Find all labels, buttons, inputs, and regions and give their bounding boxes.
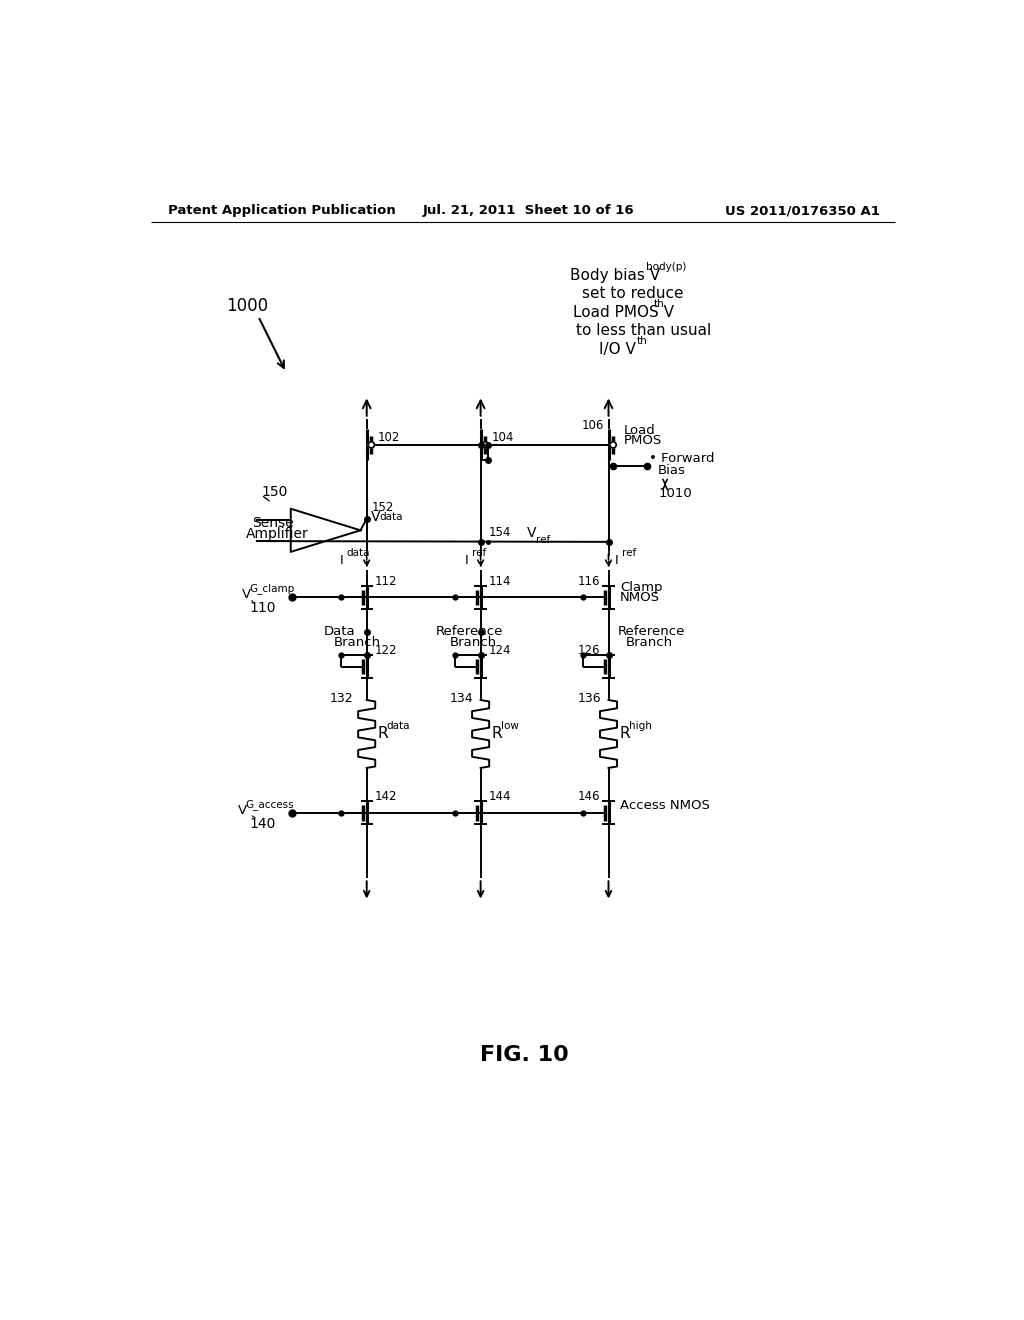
Text: V: V xyxy=(527,525,537,540)
Text: 146: 146 xyxy=(578,791,600,804)
Text: I: I xyxy=(614,554,618,566)
Text: 150: 150 xyxy=(261,484,288,499)
Text: 144: 144 xyxy=(488,791,511,804)
Text: Body bias V: Body bias V xyxy=(569,268,659,282)
Text: Sense: Sense xyxy=(252,516,294,529)
Circle shape xyxy=(369,442,375,447)
Text: 126: 126 xyxy=(578,644,600,657)
Text: 154: 154 xyxy=(488,527,511,539)
Text: 110: 110 xyxy=(250,601,276,615)
Text: I: I xyxy=(340,554,343,566)
Text: Clamp: Clamp xyxy=(621,581,663,594)
Text: 1010: 1010 xyxy=(658,487,692,500)
Text: Load: Load xyxy=(624,425,655,437)
Text: to less than usual: to less than usual xyxy=(575,323,712,338)
Text: • Forward: • Forward xyxy=(649,453,715,465)
Text: Access NMOS: Access NMOS xyxy=(621,799,710,812)
Text: V: V xyxy=(372,511,381,524)
Text: 140: 140 xyxy=(250,817,276,830)
Text: 142: 142 xyxy=(375,791,397,804)
Text: FIG. 10: FIG. 10 xyxy=(480,1045,569,1065)
Text: Data: Data xyxy=(324,626,355,639)
Text: PMOS: PMOS xyxy=(624,434,663,447)
Text: Load PMOS V: Load PMOS V xyxy=(572,305,674,319)
Circle shape xyxy=(482,442,488,447)
Text: R: R xyxy=(492,726,502,741)
Text: th: th xyxy=(636,337,647,346)
Text: 116: 116 xyxy=(578,574,600,587)
Text: Branch: Branch xyxy=(334,636,381,649)
Text: 132: 132 xyxy=(330,692,353,705)
Text: ref: ref xyxy=(536,536,550,545)
Text: th: th xyxy=(653,300,665,309)
Text: 122: 122 xyxy=(375,644,397,657)
Text: ref: ref xyxy=(622,548,636,558)
Text: 1000: 1000 xyxy=(226,297,268,315)
Text: 102: 102 xyxy=(378,430,400,444)
Text: Patent Application Publication: Patent Application Publication xyxy=(168,205,396,218)
Text: Reference: Reference xyxy=(435,626,503,639)
Text: 106: 106 xyxy=(582,418,604,432)
Text: Bias: Bias xyxy=(658,463,686,477)
Text: US 2011/0176350 A1: US 2011/0176350 A1 xyxy=(725,205,880,218)
Text: 104: 104 xyxy=(492,430,514,444)
Text: Branch: Branch xyxy=(450,636,497,649)
Text: I/O V: I/O V xyxy=(599,342,636,356)
Text: high: high xyxy=(629,721,651,731)
Text: R: R xyxy=(378,726,388,741)
Text: V: V xyxy=(242,589,251,602)
Text: 134: 134 xyxy=(450,692,473,705)
Text: data: data xyxy=(380,512,403,523)
Text: Reference: Reference xyxy=(617,626,685,639)
Text: 152: 152 xyxy=(372,502,393,515)
Text: data: data xyxy=(387,721,411,731)
Text: 136: 136 xyxy=(578,692,601,705)
Circle shape xyxy=(610,442,616,447)
Text: G_access: G_access xyxy=(245,799,294,810)
Text: NMOS: NMOS xyxy=(621,591,660,603)
Text: R: R xyxy=(620,726,630,741)
Text: Amplifier: Amplifier xyxy=(246,527,308,541)
Text: 112: 112 xyxy=(375,574,397,587)
Text: 124: 124 xyxy=(488,644,511,657)
Text: V: V xyxy=(238,804,247,817)
Text: G_clamp: G_clamp xyxy=(249,583,294,594)
Text: Branch: Branch xyxy=(626,636,673,649)
Text: Jul. 21, 2011  Sheet 10 of 16: Jul. 21, 2011 Sheet 10 of 16 xyxy=(423,205,634,218)
Text: set to reduce: set to reduce xyxy=(583,286,684,301)
Text: 114: 114 xyxy=(488,574,511,587)
Text: data: data xyxy=(346,548,370,558)
Text: I: I xyxy=(465,554,469,566)
Text: body(p): body(p) xyxy=(646,263,687,272)
Text: low: low xyxy=(501,721,518,731)
Text: ref: ref xyxy=(472,548,486,558)
